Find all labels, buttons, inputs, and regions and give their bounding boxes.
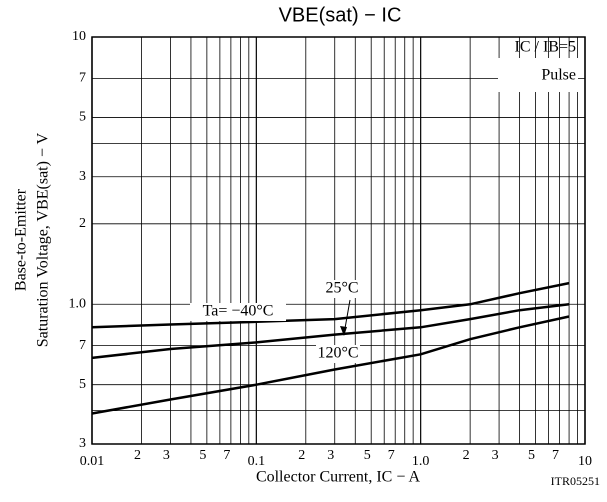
x-tick-label: 3 [163,448,170,463]
y-tick-label: 1.0 [69,296,87,311]
arrow-head [340,326,347,336]
figure-code: ITR05251 [551,474,600,488]
label-bg [320,280,364,298]
y-tick-label: 10 [72,29,86,44]
series-label: 120°C [317,345,358,362]
annotation-bg [498,58,578,92]
y-tick-label: 5 [79,377,86,392]
x-tick-label: 0.01 [80,454,105,469]
y-axis-label: Base-to-Emitter [13,188,30,291]
x-tick-label: 10 [578,454,592,469]
x-tick-label: 1.0 [412,454,430,469]
x-tick-label: 2 [298,448,305,463]
series-line [91,315,570,415]
series-line [91,303,570,360]
x-tick-label: 0.1 [248,454,266,469]
series-line [91,281,570,329]
label-bg [190,303,286,321]
x-axis-label: Collector Current, IC − A [256,469,421,486]
annotation: Pulse [541,67,576,84]
x-tick-label: 3 [492,448,499,463]
x-tick-label: 3 [327,448,334,463]
annotation: IC / IB=5 [515,39,576,56]
y-tick-label: 7 [79,338,86,353]
series-label: 25°C [325,280,358,297]
plot-frame [91,36,586,445]
x-tick-label: 7 [223,448,230,463]
y-tick-label: 2 [79,216,86,231]
x-tick-label: 2 [134,448,141,463]
y-tick-label: 3 [79,436,86,451]
label-bg [316,345,360,363]
x-tick-label: 7 [552,448,559,463]
x-tick-label: 2 [463,448,470,463]
y-tick-label: 7 [79,71,86,86]
chart-title: VBE(sat) − IC [279,4,402,26]
y-axis-label: Saturation Voltage, VBE(sat) − V [35,132,52,347]
y-tick-label: 5 [79,110,86,125]
x-tick-label: 7 [388,448,395,463]
x-tick-label: 5 [364,448,371,463]
series-label: Ta= −40°C [203,303,274,320]
x-tick-label: 5 [199,448,206,463]
y-tick-label: 3 [79,169,86,184]
x-tick-label: 5 [528,448,535,463]
